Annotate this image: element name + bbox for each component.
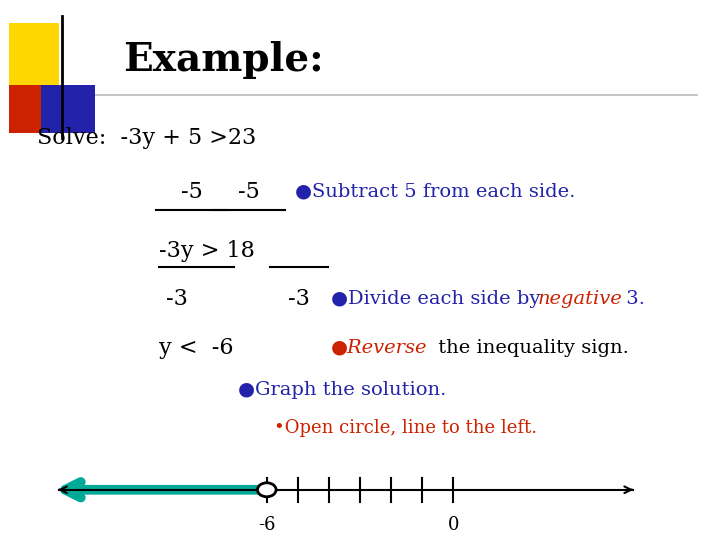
Text: 3.: 3. [620,290,644,308]
Text: ●Subtract 5 from each side.: ●Subtract 5 from each side. [295,183,576,201]
FancyBboxPatch shape [41,85,94,133]
Text: Example:: Example: [123,42,324,79]
Text: -5: -5 [238,181,260,203]
Text: ●Reverse: ●Reverse [331,339,428,356]
Text: •Open circle, line to the left.: •Open circle, line to the left. [274,419,537,437]
Circle shape [258,483,276,497]
FancyBboxPatch shape [9,23,59,85]
Text: ●Graph the solution.: ●Graph the solution. [238,381,446,400]
Text: negative: negative [538,290,623,308]
Text: -3: -3 [166,288,188,310]
Text: -6: -6 [258,516,276,534]
Text: 0: 0 [448,516,459,534]
Text: y <  -6: y < -6 [159,336,234,359]
Text: Solve:  -3y + 5 >23: Solve: -3y + 5 >23 [37,127,256,149]
Text: the inequality sign.: the inequality sign. [432,339,629,356]
FancyBboxPatch shape [9,85,48,133]
Text: -5: -5 [181,181,202,203]
Text: ●Divide each side by: ●Divide each side by [331,290,547,308]
Text: -3: -3 [288,288,310,310]
Text: -3y > 18: -3y > 18 [159,240,255,262]
